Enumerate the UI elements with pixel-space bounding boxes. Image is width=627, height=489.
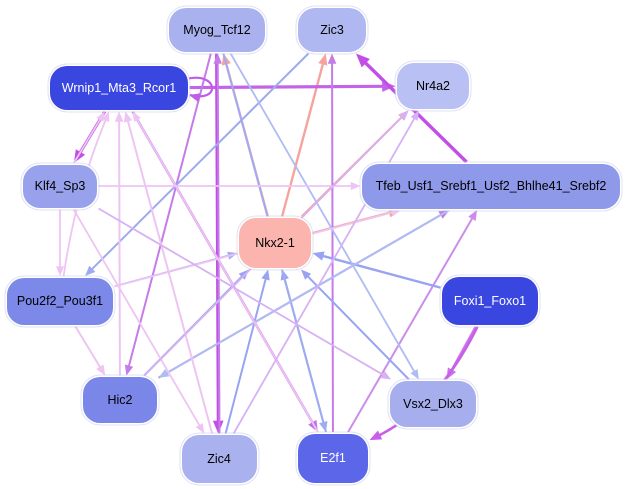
node-e2f1: E2f1 [298, 433, 368, 483]
node-pou2f2-pou3f1: Pou2f2_Pou3f1 [7, 277, 113, 325]
node-hic2: Hic2 [83, 377, 157, 423]
node-zic3: Zic3 [298, 8, 366, 52]
edge-klf4-wrnip1 [73, 111, 105, 164]
node-nkx2-1: Nkx2-1 [239, 218, 311, 268]
edge-myog-vsx2 [229, 53, 419, 380]
edge-nkx21-zic3 [280, 53, 328, 217]
node-label: Nkx2-1 [255, 235, 295, 250]
node-tfeb-usf1-srebf1-usf2-bhlhe41-srebf2: Tfeb_Usf1_Srebf1_Usf2_Bhlhe41_Srebf2 [362, 163, 620, 209]
edge-pou2f2-hic2 [74, 325, 106, 376]
node-klf4-sp3: Klf4_Sp3 [23, 164, 97, 208]
edge-e2f1-tfeb [347, 210, 478, 433]
edge-tfeb-hic2 [158, 209, 450, 378]
edge-e2f1-zic3 [327, 53, 337, 433]
node-vsx2-dlx3: Vsx2_Dlx3 [390, 381, 476, 427]
edge-zic4-myog [213, 53, 222, 434]
node-label: Klf4_Sp3 [34, 178, 86, 193]
node-label: Tfeb_Usf1_Srebf1_Usf2_Bhlhe41_Srebf2 [375, 178, 607, 193]
node-label: Myog_Tcf12 [183, 22, 251, 37]
edge-wrnip1-self-loop [185, 76, 214, 102]
node-label: Wrnip1_Mta3_Rcor1 [61, 80, 177, 95]
node-nr4a2: Nr4a2 [397, 63, 469, 109]
edge-tfeb-zic3 [355, 53, 468, 164]
edge-zic4-nr4a2 [232, 110, 419, 434]
node-label: Vsx2_Dlx3 [403, 396, 463, 411]
edge-klf4-vsx2 [98, 207, 392, 380]
node-myog-tcf12: Myog_Tcf12 [169, 8, 265, 52]
node-foxi1-foxo1: Foxi1_Foxo1 [442, 277, 538, 325]
edge-zic4-wrnip1 [123, 111, 214, 434]
node-label: Pou2f2_Pou3f1 [16, 293, 104, 308]
node-label: Foxi1_Foxo1 [453, 293, 527, 308]
node-label: Zic3 [320, 22, 344, 37]
edge-zic3-pou2f2 [85, 52, 310, 276]
edge-myog-hic2 [124, 53, 212, 376]
edge-myog-zic4 [212, 53, 224, 434]
node-label: Zic4 [207, 451, 231, 466]
node-zic4: Zic4 [181, 435, 257, 483]
edge-klf4-tfeb [98, 181, 361, 191]
node-wrnip1-mta3-rcor1: Wrnip1_Mta3_Rcor1 [50, 66, 188, 110]
edge-e2f1-wrnip1 [132, 111, 319, 433]
edge-foxi1-nkx21 [312, 251, 441, 289]
node-label: E2f1 [320, 450, 346, 465]
edge-klf4-pou2f2 [55, 209, 65, 276]
node-label: Hic2 [107, 392, 133, 407]
node-label: Nr4a2 [415, 78, 451, 93]
edge-vsx2-nkx21 [301, 269, 410, 381]
edge-wrnip1-nr4a2 [189, 80, 396, 92]
edge-klf4-zic4 [72, 208, 205, 434]
edge-hic2-wrnip1 [114, 111, 124, 376]
